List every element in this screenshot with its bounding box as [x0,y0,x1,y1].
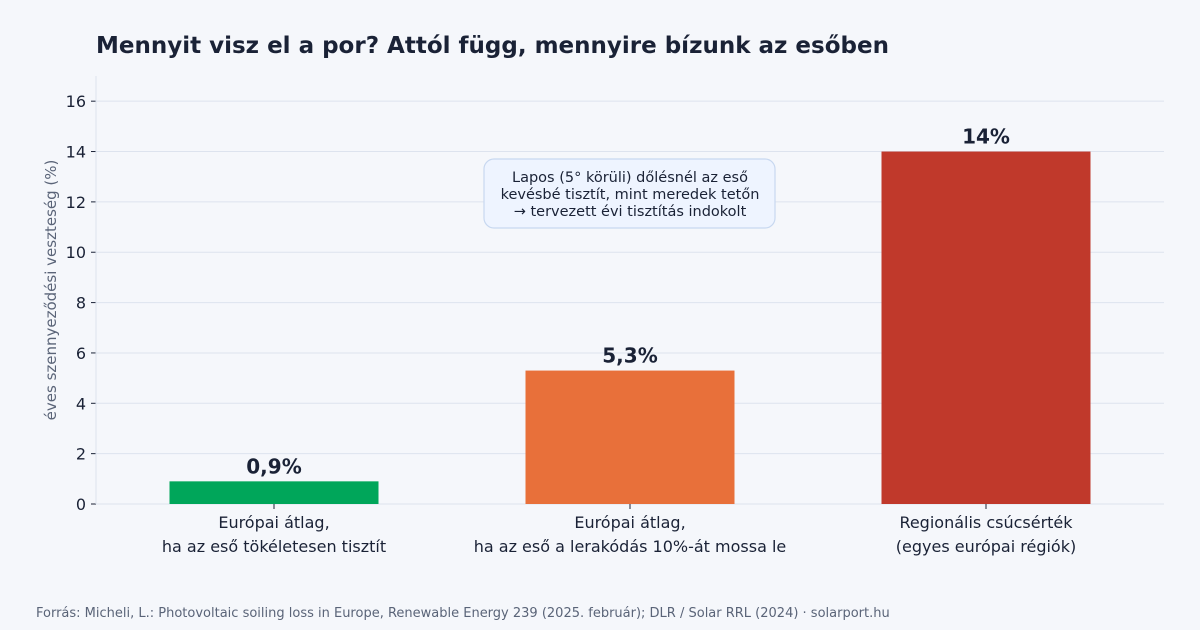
annotation-line-3: → tervezett évi tisztítás indokolt [514,204,747,220]
x-tick-label: Európai átlag, [574,513,685,532]
bar [525,370,735,504]
source-note: Forrás: Micheli, L.: Photovoltaic soilin… [36,606,890,621]
bar [881,151,1091,504]
x-tick-label: Regionális csúcsérték [899,513,1073,532]
y-axis-label: éves szennyeződési veszteség (%) [42,160,60,421]
y-tick-label: 10 [66,243,86,262]
bar-value-label: 14% [962,125,1010,149]
y-tick-label: 12 [66,193,86,212]
label-layer: 0,9% 5,3% 14% [246,125,1010,479]
chart-title: Mennyit visz el a por? Attól függ, menny… [96,33,889,59]
y-tick-label: 14 [66,143,86,162]
annotation: Lapos (5° körüli) dőlésnél az eső kevésb… [483,158,776,229]
y-tick-label: 8 [76,294,86,313]
annotation-box [483,158,776,229]
bar-value-label: 5,3% [602,344,657,368]
bar [169,481,379,504]
x-tick-label: Európai átlag, [218,513,329,532]
annotation-line-2: kevésbé tisztít, mint meredek tetőn [501,187,760,203]
bar-layer [169,151,1091,504]
x-tick-label: (egyes európai régiók) [896,537,1076,556]
x-tick-label: ha az eső a lerakódás 10%-át mossa le [474,537,787,556]
bar-value-label: 0,9% [246,454,301,478]
annotation-line-1: Lapos (5° körüli) dőlésnél az eső [512,170,748,186]
y-tick-label: 0 [76,495,86,514]
x-tick-label: ha az eső tökéletesen tisztít [162,537,386,556]
y-tick-label: 4 [76,394,86,413]
y-tick-label: 6 [76,344,86,363]
y-tick-label: 16 [66,92,86,111]
y-tick-label: 2 [76,445,86,464]
